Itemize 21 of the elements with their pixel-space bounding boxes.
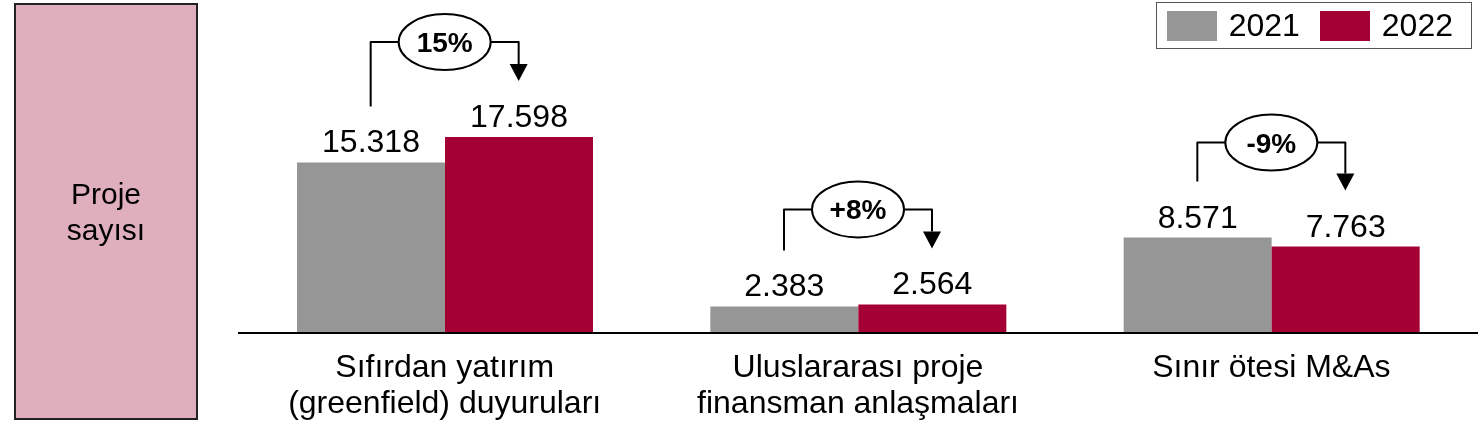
bar bbox=[858, 304, 1007, 333]
text: 15% bbox=[416, 27, 473, 59]
legend-label: 2022 bbox=[1381, 7, 1453, 44]
annotation: -9% bbox=[1246, 127, 1297, 159]
x-tick-label: Sıfırdan yatırım (greenfield) duyuruları bbox=[288, 348, 602, 420]
data-label: 17.598 bbox=[470, 98, 568, 135]
bar bbox=[1123, 237, 1272, 333]
bar bbox=[297, 162, 445, 333]
bar bbox=[710, 306, 859, 333]
data-label: 15.318 bbox=[322, 123, 420, 160]
legend-label: 2021 bbox=[1228, 7, 1300, 44]
data-label: 2.383 bbox=[744, 267, 825, 304]
bar bbox=[1271, 246, 1420, 333]
annotation: +8% bbox=[829, 194, 887, 226]
data-label: 7.763 bbox=[1305, 207, 1386, 244]
x-tick-label: Sınır ötesi M&As bbox=[1152, 348, 1391, 384]
data-label: 2.564 bbox=[892, 265, 973, 302]
y-axis-title: Proje sayısı bbox=[65, 176, 147, 248]
x-tick-label: Uluslararası proje finansman anlaşmaları bbox=[697, 348, 1019, 420]
data-label: 8.571 bbox=[1157, 198, 1238, 235]
bar bbox=[445, 137, 593, 333]
